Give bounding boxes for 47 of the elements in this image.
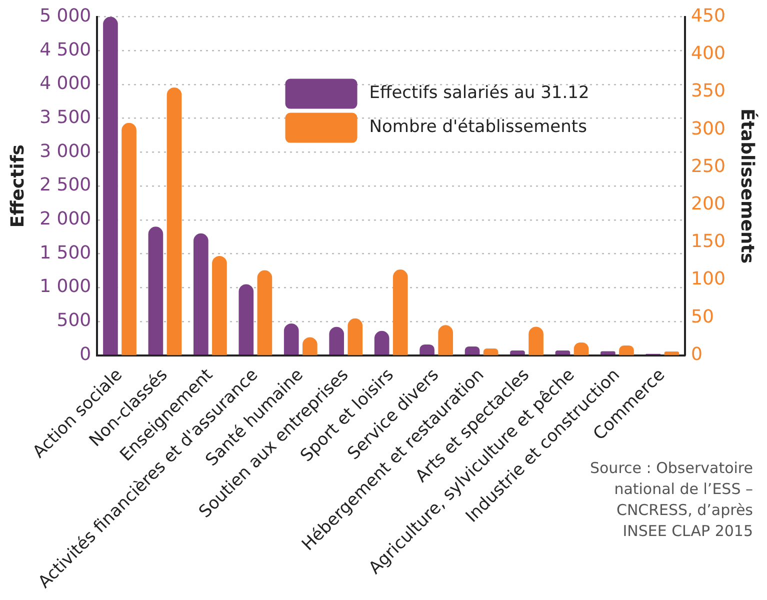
y2-tick-label: 250 bbox=[691, 156, 726, 177]
bar bbox=[238, 284, 254, 355]
y2-tick-label: 100 bbox=[691, 268, 726, 290]
bar bbox=[664, 352, 680, 356]
bar bbox=[212, 256, 227, 356]
y-tick-label: 4 500 bbox=[40, 39, 92, 60]
y-tick-label: 500 bbox=[56, 310, 92, 332]
bar bbox=[438, 325, 453, 356]
y2-tick-label: 50 bbox=[691, 306, 714, 328]
y-tick-label: 3 500 bbox=[40, 107, 92, 128]
bar bbox=[555, 350, 570, 355]
source-note: Source : Observatoire national de l’ESS – CNCRESS, d’après INSEE CLAP 2015 bbox=[588, 458, 753, 542]
y2-axis-title: Établissements bbox=[736, 108, 759, 264]
bar bbox=[329, 326, 344, 355]
bar bbox=[284, 323, 299, 355]
bar bbox=[483, 348, 498, 356]
y2-tick-label: 450 bbox=[691, 5, 726, 26]
bar bbox=[510, 350, 525, 355]
y-tick-label: 2 500 bbox=[40, 174, 92, 196]
legend-label: Nombre d'établissements bbox=[369, 117, 588, 138]
bar bbox=[600, 351, 616, 355]
y-tick-label: 2 000 bbox=[40, 208, 92, 230]
bar bbox=[148, 226, 164, 355]
bar bbox=[528, 326, 544, 356]
y2-tick-label: 200 bbox=[691, 194, 726, 215]
legend-label: Effectifs salariés au 31.12 bbox=[369, 83, 590, 104]
bar bbox=[103, 16, 118, 355]
y-tick-label: 0 bbox=[80, 344, 92, 365]
bar bbox=[166, 88, 182, 356]
y2-tick-label: 150 bbox=[691, 231, 726, 252]
y-axis-title: Effectifs bbox=[7, 144, 28, 228]
y-tick-label: 4 000 bbox=[40, 73, 92, 94]
y-tick-label: 1 000 bbox=[40, 276, 92, 298]
y-tick-label: 5 000 bbox=[40, 5, 92, 26]
bar bbox=[257, 270, 272, 356]
y2-tick-label: 300 bbox=[691, 118, 726, 140]
bar bbox=[348, 318, 363, 356]
y2-tick-label: 350 bbox=[691, 80, 726, 102]
bar bbox=[374, 330, 390, 355]
bar bbox=[122, 122, 136, 356]
y-tick-label: 1 500 bbox=[40, 242, 92, 264]
y2-tick-label: 400 bbox=[691, 43, 726, 64]
bar bbox=[464, 346, 480, 355]
y-tick-label: 3 000 bbox=[40, 140, 92, 162]
bar bbox=[194, 233, 208, 355]
bar bbox=[392, 270, 408, 356]
y2-tick-label: 0 bbox=[691, 344, 702, 365]
